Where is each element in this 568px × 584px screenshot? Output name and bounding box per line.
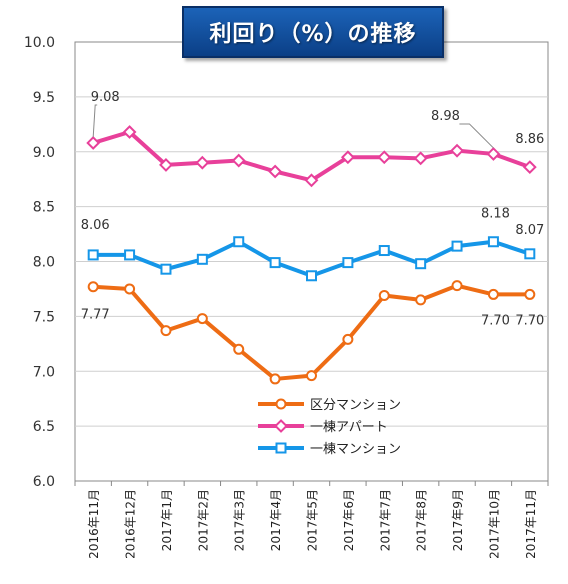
y-tick-label: 8.0 <box>33 255 55 271</box>
data-point <box>159 158 173 172</box>
data-label: 7.77 <box>81 308 110 323</box>
data-point <box>415 258 427 270</box>
data-point <box>196 313 208 325</box>
data-point <box>124 283 136 295</box>
x-tick-label: 2017年6月 <box>342 489 356 551</box>
data-point <box>342 333 354 345</box>
series-2 <box>86 125 537 188</box>
data-point <box>87 249 99 261</box>
x-tick-label: 2017年11月 <box>524 489 538 559</box>
legend-marker <box>275 398 287 410</box>
x-tick-label: 2017年2月 <box>196 489 210 551</box>
legend-item-2: 一棟アパート <box>258 419 388 435</box>
data-label: 7.70 <box>515 313 544 328</box>
data-label: 8.18 <box>481 207 510 222</box>
x-tick-label: 2017年3月 <box>233 489 247 551</box>
data-point <box>306 270 317 282</box>
data-label: 8.86 <box>515 132 544 147</box>
data-point <box>87 281 99 293</box>
x-tick-label: 2017年5月 <box>306 489 320 551</box>
data-point <box>487 236 499 248</box>
legend-marker <box>274 419 288 433</box>
data-point <box>304 173 319 188</box>
data-label: 8.07 <box>515 223 544 238</box>
x-tick-label: 2017年9月 <box>451 489 465 551</box>
data-label: 7.70 <box>481 313 510 328</box>
series-3 <box>87 236 536 282</box>
chart-title-box: 利回り（%）の推移 <box>182 6 444 58</box>
data-point <box>377 150 392 165</box>
data-point <box>160 263 172 275</box>
x-tick-label: 2017年1月 <box>160 489 174 551</box>
data-point <box>450 143 464 158</box>
data-point <box>124 249 136 261</box>
data-point <box>415 294 427 306</box>
data-point <box>122 125 137 139</box>
data-point <box>269 373 281 385</box>
data-point <box>451 280 463 292</box>
data-point <box>195 155 210 170</box>
data-point <box>340 150 355 165</box>
data-point <box>413 151 428 166</box>
legend-item-3: 一棟マンション <box>258 442 401 457</box>
data-point <box>233 343 245 355</box>
data-point <box>268 164 283 179</box>
y-tick-label: 7.0 <box>33 364 55 380</box>
series-line <box>93 283 530 381</box>
data-point <box>451 240 463 252</box>
legend-label: 区分マンション <box>310 398 401 413</box>
x-tick-label: 2016年12月 <box>124 489 138 559</box>
data-point <box>233 236 245 248</box>
legend-label: 一棟マンション <box>310 442 401 457</box>
legend-marker <box>275 442 287 454</box>
y-tick-label: 6.0 <box>33 474 55 490</box>
x-tick-label: 2016年11月 <box>87 489 101 559</box>
data-point <box>160 325 172 337</box>
y-tick-label: 9.0 <box>33 145 55 161</box>
y-tick-label: 8.5 <box>33 200 55 216</box>
y-tick-label: 7.5 <box>33 309 55 325</box>
label-leader-line <box>92 104 98 138</box>
data-label: 8.06 <box>81 218 110 233</box>
legend-item-1: 区分マンション <box>258 398 401 413</box>
data-point <box>342 257 354 269</box>
data-point <box>306 370 317 382</box>
data-point <box>487 288 499 300</box>
data-point <box>378 245 390 257</box>
data-point <box>524 248 536 260</box>
y-tick-label: 10.0 <box>24 35 55 51</box>
x-tick-label: 2017年7月 <box>378 489 392 551</box>
data-point <box>522 160 537 175</box>
data-point <box>196 253 208 265</box>
data-point <box>231 153 246 168</box>
data-label: 9.08 <box>91 90 120 105</box>
x-tick-label: 2017年8月 <box>415 489 429 551</box>
y-tick-label: 6.5 <box>33 419 55 435</box>
x-tick-label: 2017年4月 <box>269 489 283 551</box>
data-point <box>486 147 501 161</box>
series-line <box>92 129 531 183</box>
data-point <box>378 290 390 302</box>
data-point <box>269 257 281 269</box>
data-point <box>86 136 101 150</box>
series-1 <box>87 280 536 385</box>
data-point <box>524 288 536 300</box>
legend-label: 一棟アパート <box>310 420 388 435</box>
chart-title: 利回り（%）の推移 <box>209 22 417 47</box>
data-label: 8.98 <box>431 109 460 124</box>
y-tick-label: 9.5 <box>33 90 55 106</box>
x-tick-label: 2017年10月 <box>487 489 501 559</box>
label-leader-line <box>459 123 494 149</box>
